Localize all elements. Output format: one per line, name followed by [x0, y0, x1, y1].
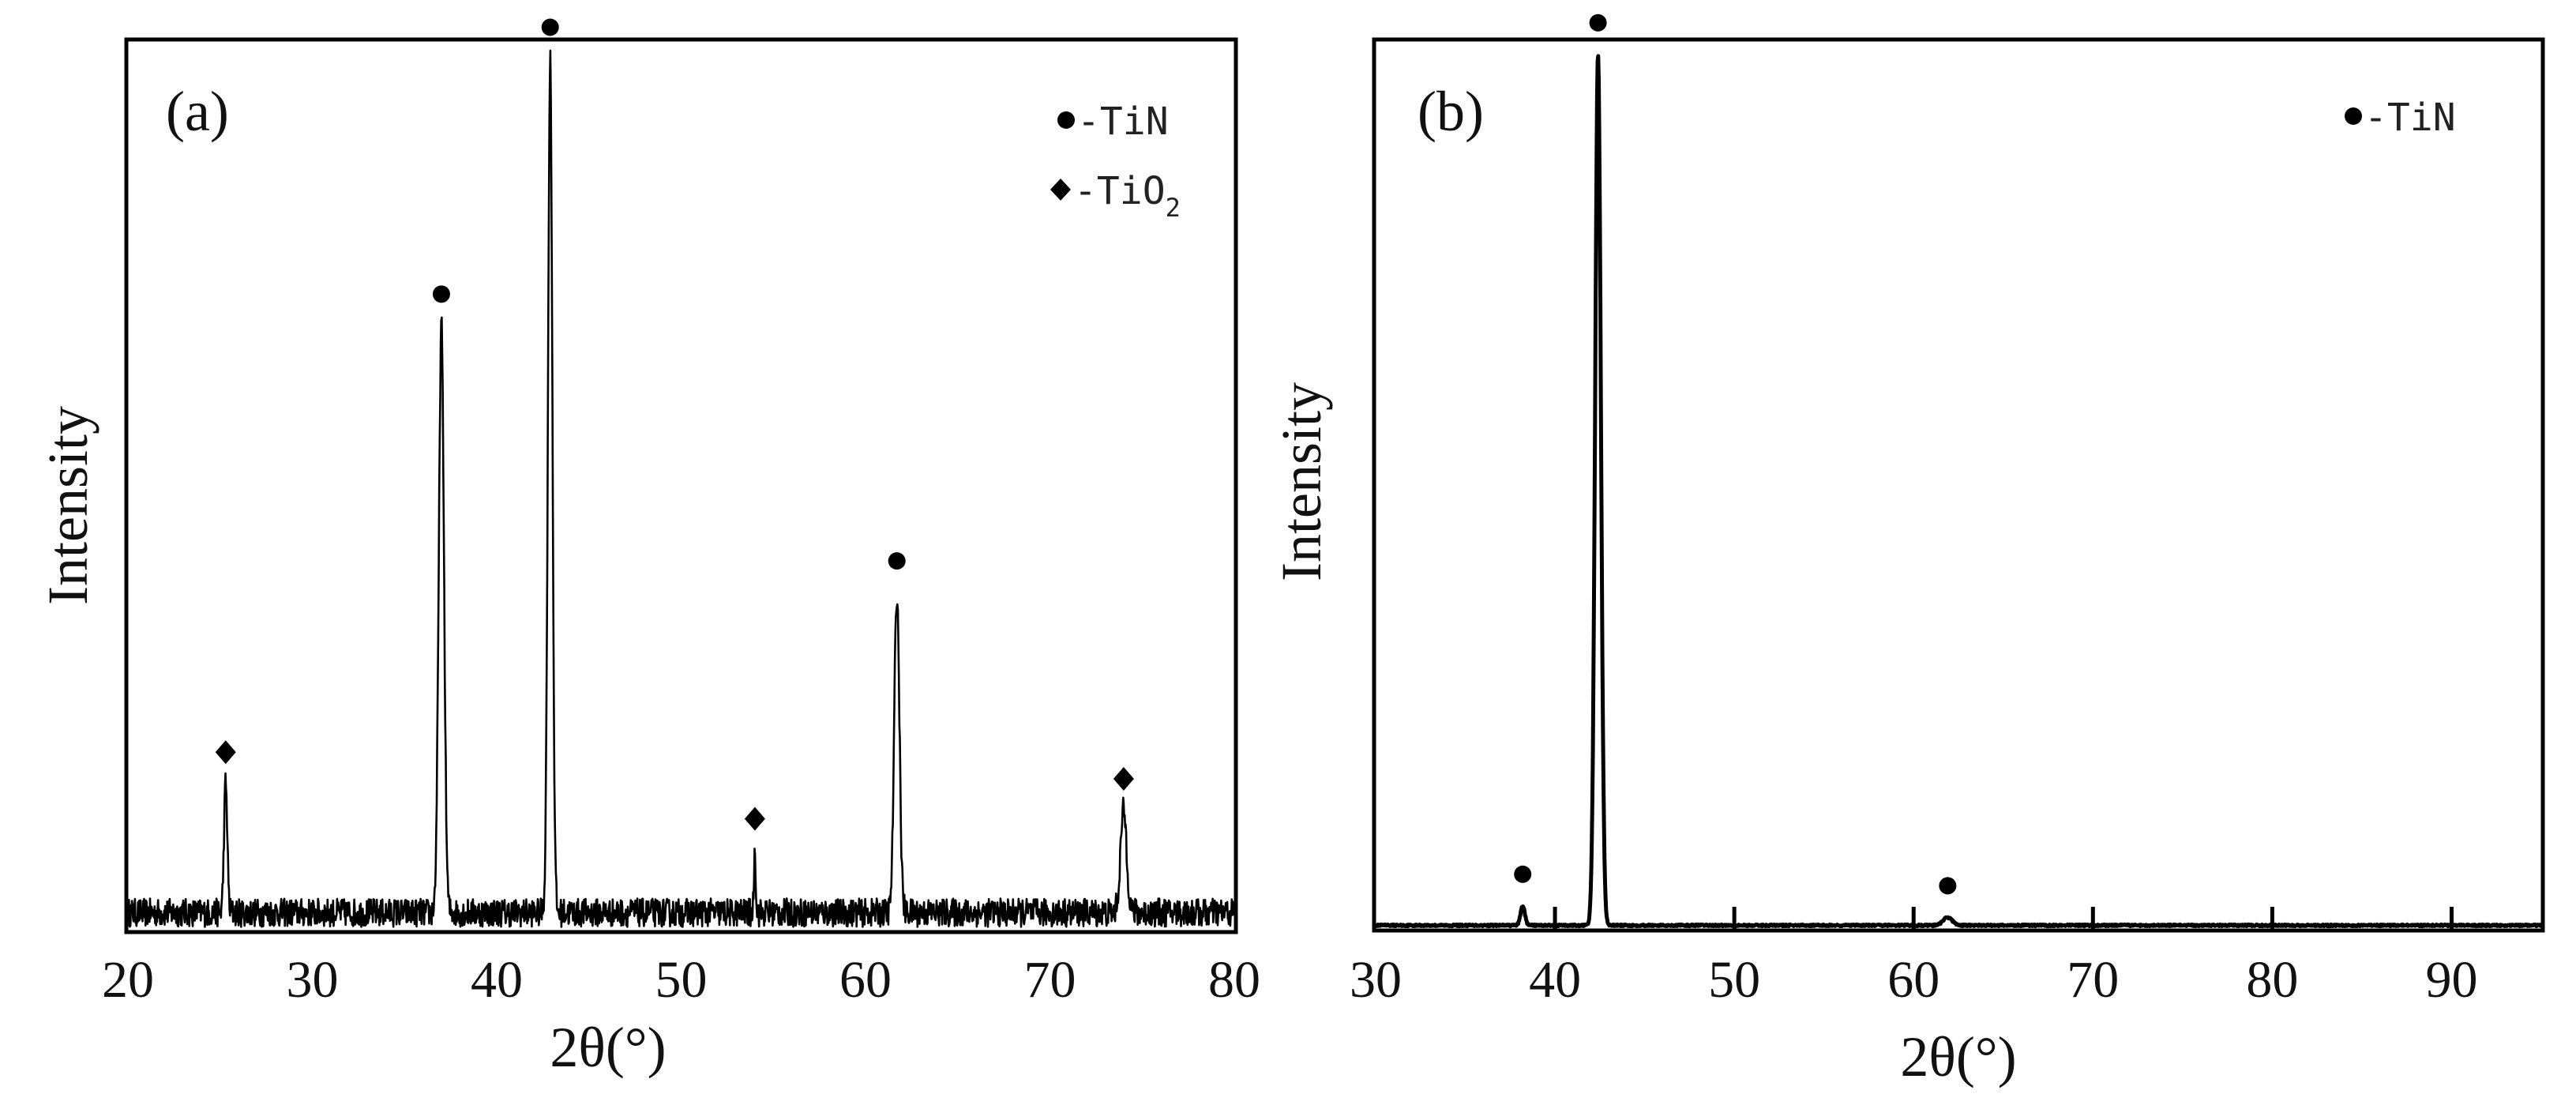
legend-tio2-text: -TiO	[1074, 169, 1166, 213]
tio2-peak-marker	[215, 740, 236, 765]
x-tick-label: 70	[2067, 951, 2119, 1009]
legend-circle-icon	[1057, 111, 1075, 129]
tio2-peak-marker	[1113, 766, 1134, 791]
legend-diamond-icon	[1050, 179, 1071, 201]
tin-peak-marker	[432, 285, 450, 303]
x-tick-label: 30	[287, 951, 339, 1009]
xrd-trace-b	[1374, 54, 2544, 929]
tin-peak-marker	[888, 552, 906, 570]
x-tick-label: 90	[2425, 951, 2477, 1009]
tin-peak-marker	[1514, 865, 1532, 883]
y-axis-title-a: Intensity	[36, 406, 100, 605]
y-axis-title-b: Intensity	[1270, 382, 1333, 581]
x-tick-labels-a: 20 30 40 50 60 70 80	[102, 951, 1260, 1009]
panel-a: (a) 20 30 40 50 60 70 80 -TiN -TiO2 2θ(°) Inte…	[36, 18, 1260, 1079]
legend-tio2-label: -TiO2	[1074, 169, 1181, 223]
xrd-trace-a	[126, 49, 1236, 928]
tin-peak-marker	[1589, 13, 1607, 32]
x-tick-label: 40	[1529, 951, 1581, 1009]
x-tick-label: 40	[471, 951, 523, 1009]
x-tick-label: 30	[1350, 951, 1402, 1009]
x-axis-title-a: 2θ(°)	[550, 1016, 666, 1079]
tio2-peak-marker	[744, 806, 765, 831]
x-tick-label: 50	[1708, 951, 1760, 1009]
x-tick-label: 20	[102, 951, 154, 1009]
x-tick-label: 50	[655, 951, 708, 1009]
x-tick-label: 80	[2246, 951, 2298, 1009]
x-tick-label: 60	[839, 951, 892, 1009]
peak-markers-a	[215, 18, 1134, 831]
panel-b: (b) 30 40 50 60 70 80 90 -TiN 2θ(°) Intensity	[1270, 13, 2545, 1088]
peak-markers-b	[1514, 13, 1957, 895]
legend-tio2-subscript: 2	[1166, 193, 1181, 223]
x-tick-label: 80	[1208, 951, 1260, 1009]
legend-tin-label: -TiN	[1077, 100, 1169, 144]
tin-peak-marker	[1939, 877, 1957, 895]
tin-peak-marker	[541, 18, 559, 36]
x-axis-title-b: 2θ(°)	[1900, 1025, 2016, 1088]
x-tick-label: 70	[1024, 951, 1076, 1009]
panel-label-a: (a)	[166, 80, 229, 143]
legend-circle-icon	[2345, 107, 2362, 125]
legend-b: -TiN	[2345, 96, 2456, 140]
x-tick-label: 60	[1887, 951, 1940, 1009]
x-tick-labels-b: 30 40 50 60 70 80 90	[1350, 951, 2477, 1009]
legend-tin-label: -TiN	[2364, 96, 2456, 140]
plot-frame-a	[124, 37, 1238, 934]
panel-label-b: (b)	[1418, 80, 1484, 143]
legend-a: -TiN -TiO2	[1050, 100, 1181, 223]
plot-frame-b	[1372, 37, 2545, 933]
